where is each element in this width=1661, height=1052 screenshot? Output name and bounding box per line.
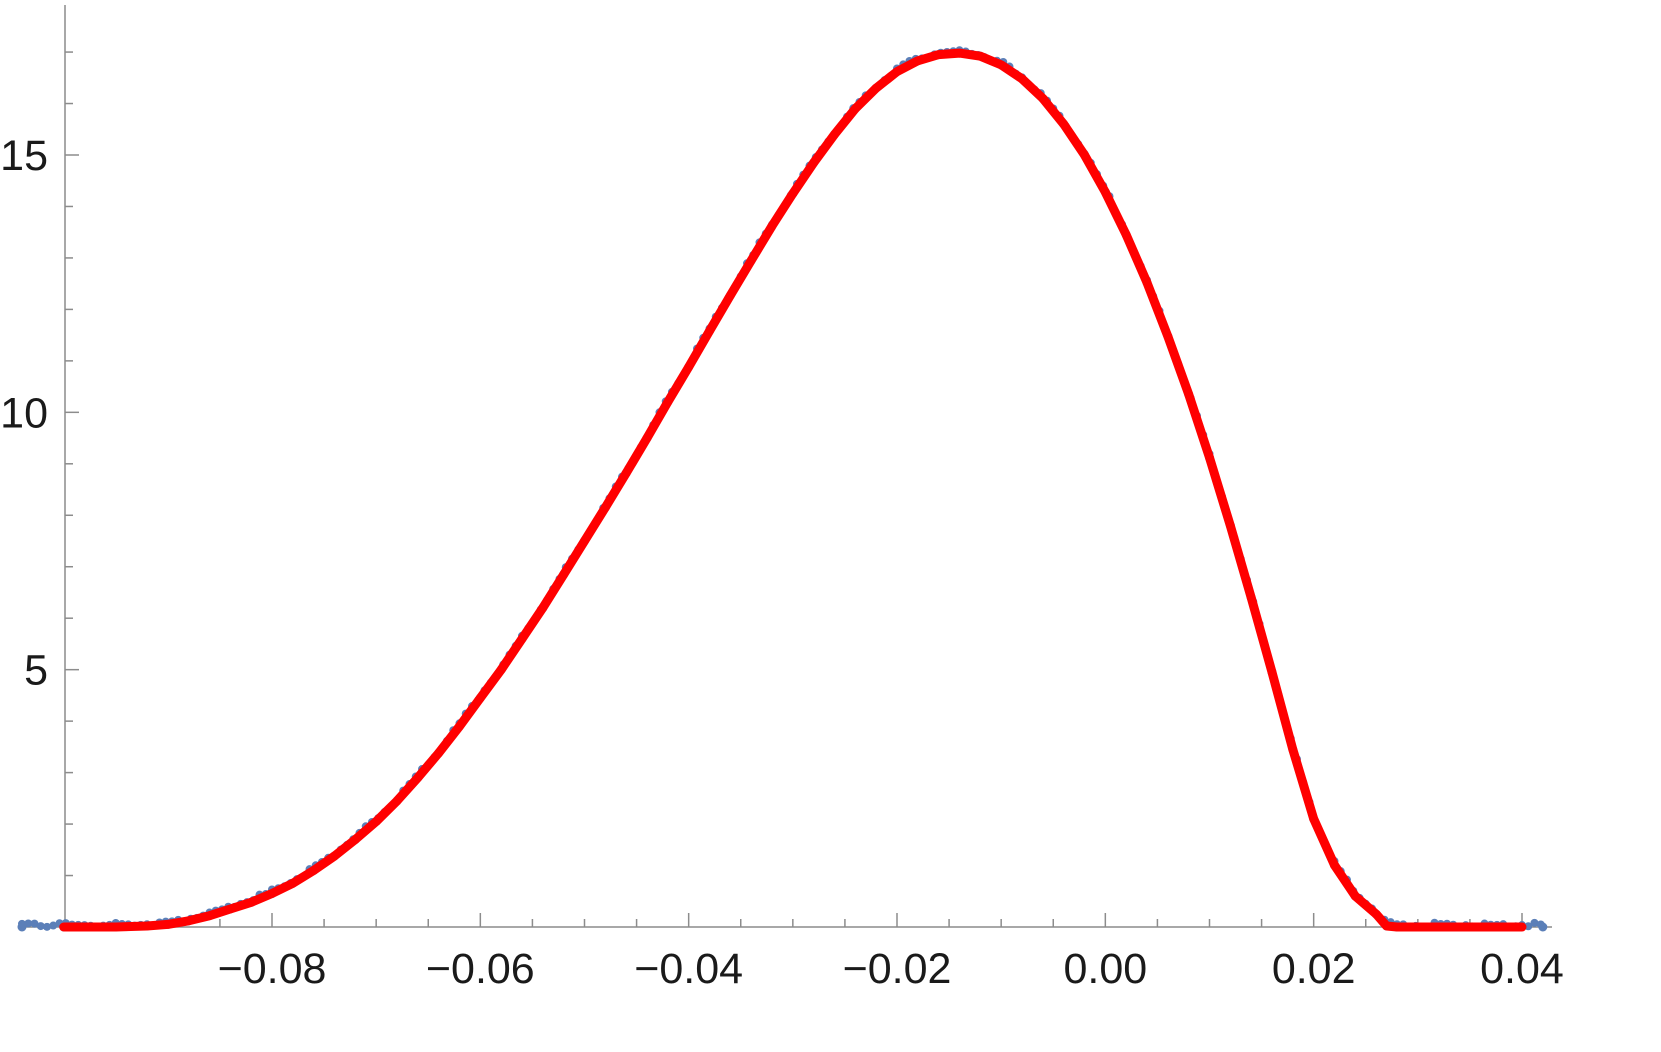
- x-tick-label: −0.08: [218, 945, 327, 993]
- minor-ticks: [65, 51, 1523, 927]
- y-tick-labels: 5 10 15: [0, 132, 48, 695]
- x-tick-label: 0.04: [1480, 945, 1564, 993]
- y-tick-label: 15: [0, 132, 48, 180]
- y-tick-label: 10: [0, 389, 48, 437]
- scatter-point: [49, 921, 58, 930]
- scatter-point: [43, 922, 51, 931]
- scatter-point: [24, 919, 33, 928]
- y-tick-label: 5: [24, 647, 48, 695]
- x-tick-label: 0.02: [1272, 945, 1356, 993]
- scatter-point: [30, 919, 39, 928]
- scatter-point: [18, 919, 26, 928]
- x-tick-labels: −0.08 −0.06 −0.04 −0.02 0.00 0.02 0.04: [218, 945, 1564, 993]
- scatter-band: [18, 46, 1545, 932]
- axes: [20, 5, 1552, 928]
- plot-series: [17, 46, 1548, 932]
- x-tick-label: 0.00: [1063, 945, 1147, 993]
- scatter-series: [17, 48, 1548, 932]
- scatter-point: [36, 922, 45, 931]
- x-tick-label: −0.04: [634, 945, 743, 993]
- x-tick-label: −0.06: [426, 945, 535, 993]
- x-tick-label: −0.02: [843, 945, 952, 993]
- scatter-point: [1530, 918, 1539, 927]
- fit-line: [59, 48, 1527, 932]
- scatter-point: [1536, 920, 1545, 929]
